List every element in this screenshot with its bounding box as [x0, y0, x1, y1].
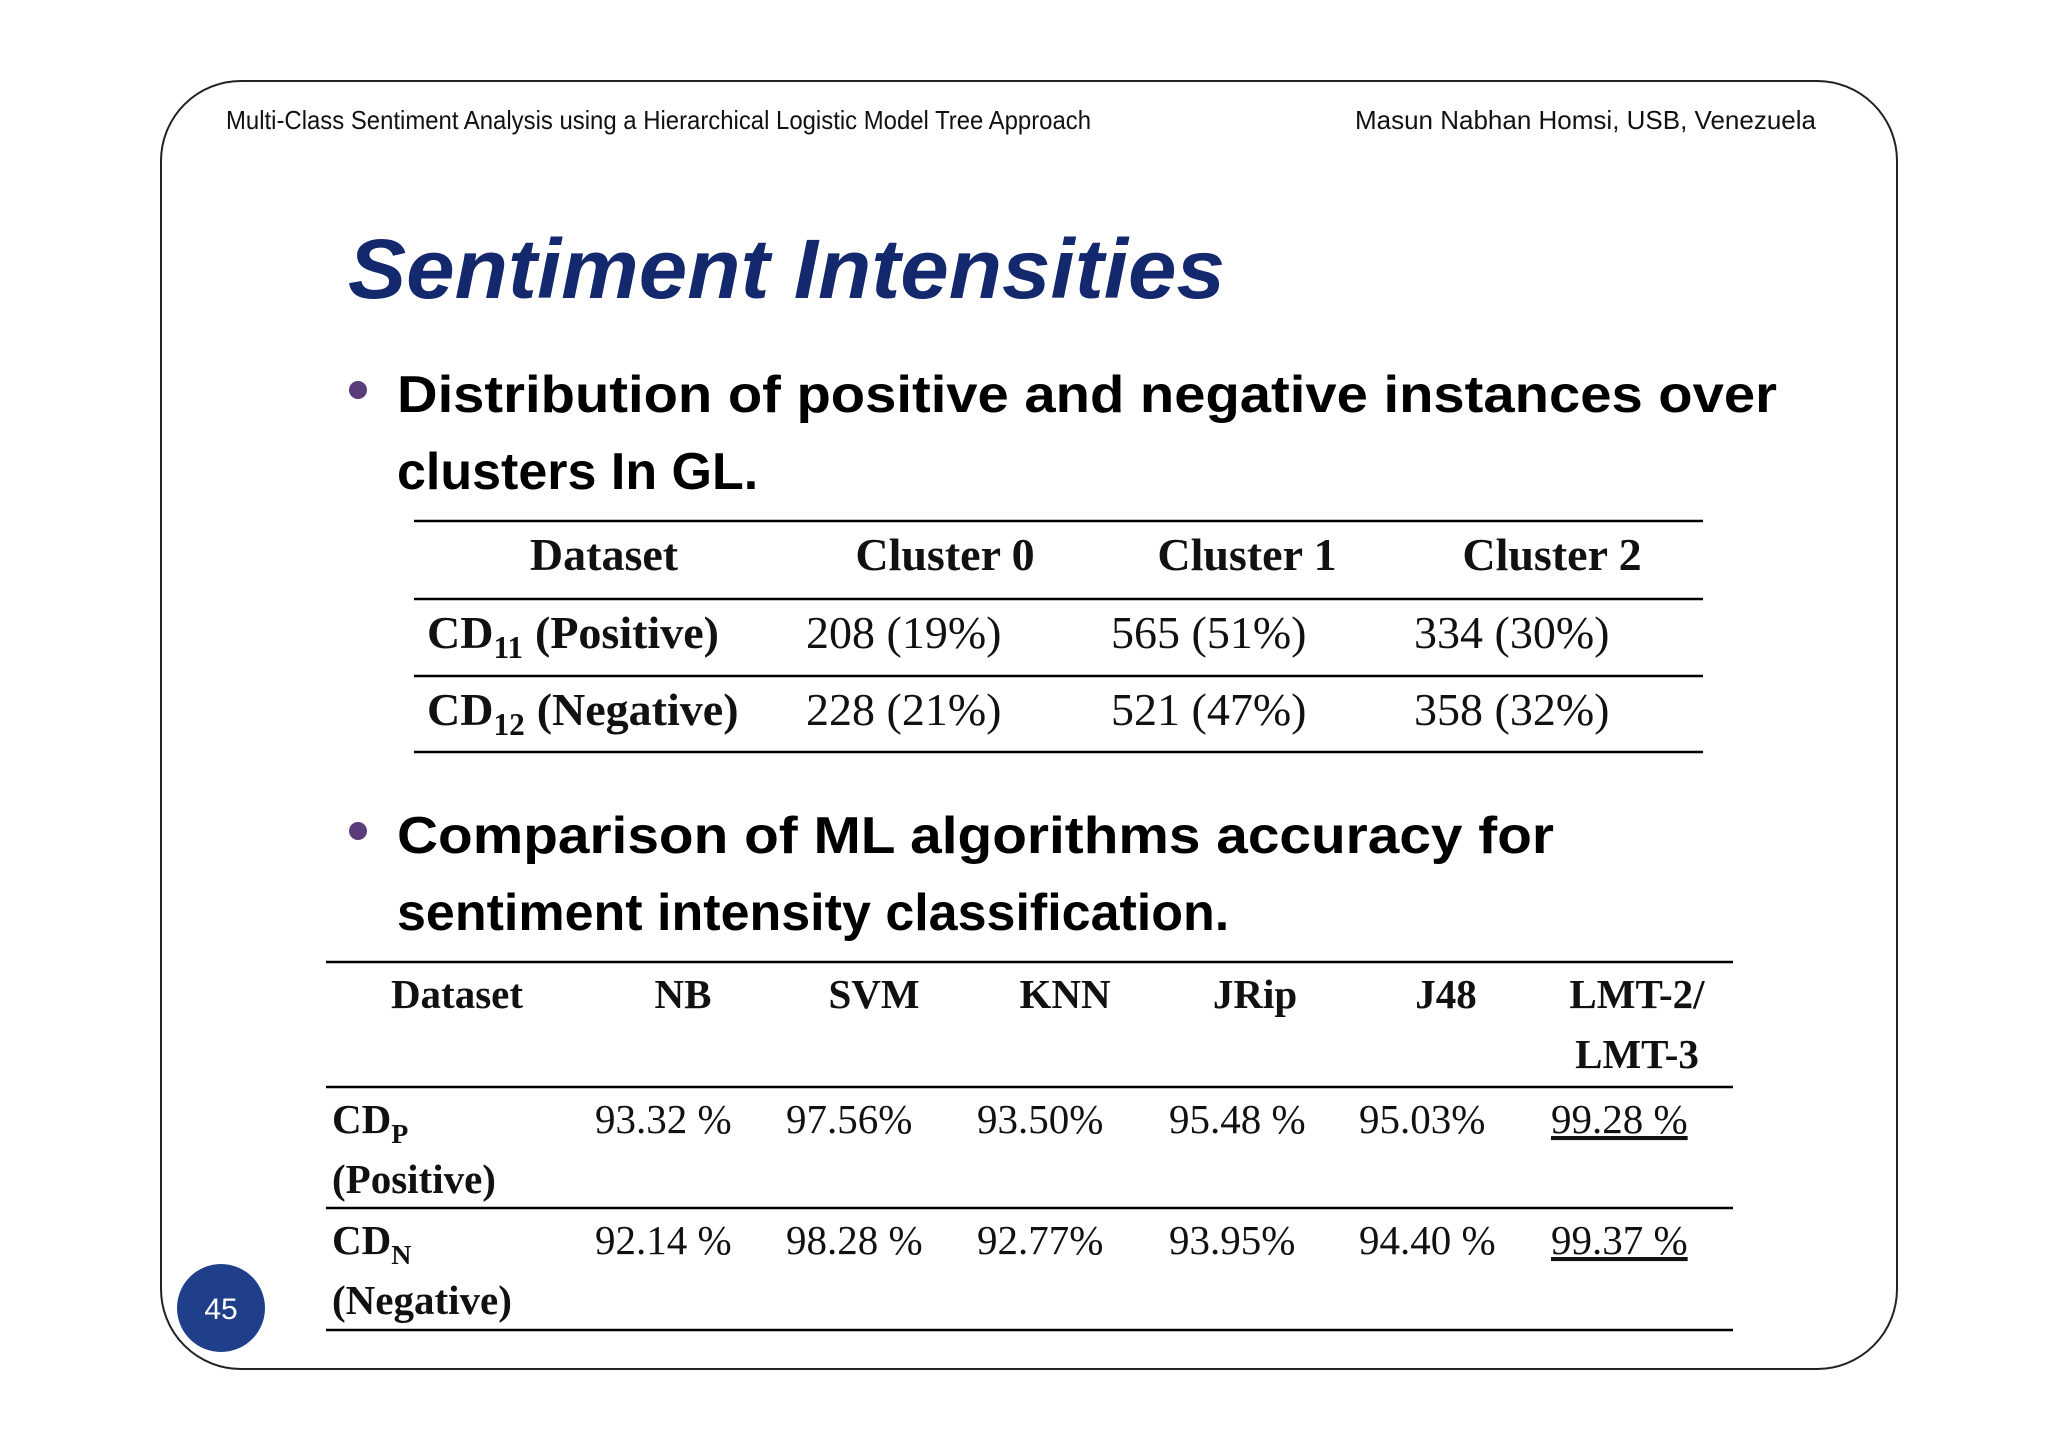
- cell: 95.03%: [1359, 1096, 1485, 1142]
- cell: 99.37 %: [1551, 1217, 1688, 1263]
- cell: 97.56%: [786, 1096, 912, 1142]
- column-header: NB: [655, 971, 712, 1017]
- row-label: CD11 (Positive): [427, 607, 719, 665]
- cell: 92.14 %: [595, 1217, 732, 1263]
- cell: 208 (19%): [806, 607, 1001, 658]
- row-label: (Negative): [332, 1277, 512, 1323]
- cell: 228 (21%): [806, 684, 1001, 735]
- page-number: 45: [204, 1293, 237, 1326]
- page-badge: [177, 1264, 265, 1352]
- bullet-text: Distribution of positive and negative in…: [397, 366, 1777, 424]
- label-sub: N: [391, 1240, 411, 1271]
- cell: 98.28 %: [786, 1217, 923, 1263]
- label-rest: (Negative): [537, 684, 739, 735]
- label-main: CD: [427, 684, 493, 735]
- column-header: Cluster 2: [1462, 529, 1641, 580]
- cell: 93.95%: [1169, 1217, 1295, 1263]
- table-rules: [326, 519, 1733, 1332]
- cell: 565 (51%): [1111, 607, 1306, 658]
- row-label: CDP: [332, 1096, 408, 1150]
- row-label: (Positive): [332, 1156, 496, 1202]
- bullet-text: Comparison of ML algorithms accuracy for: [397, 807, 1554, 865]
- slide-frame: [160, 80, 1898, 1370]
- bullet-dot: [349, 381, 367, 399]
- column-header: Dataset: [391, 971, 523, 1017]
- slide-title: Sentiment Intensities: [348, 222, 1225, 316]
- cell: 358 (32%): [1414, 684, 1609, 735]
- column-header: J48: [1415, 971, 1477, 1017]
- bullet-text: sentiment intensity classification.: [397, 884, 1229, 942]
- label-main: CD: [332, 1217, 391, 1263]
- cell: 95.48 %: [1169, 1096, 1306, 1142]
- header-right: Masun Nabhan Homsi, USB, Venezuela: [1355, 105, 1817, 135]
- row-label: CD12 (Negative): [427, 684, 739, 742]
- column-header: KNN: [1019, 971, 1111, 1017]
- bullet-text: clusters In GL.: [397, 443, 758, 501]
- bullet-dot: [349, 822, 367, 840]
- cell: 521 (47%): [1111, 684, 1306, 735]
- column-header: LMT-2/: [1569, 971, 1705, 1017]
- label-main: CD: [427, 607, 493, 658]
- column-header: Cluster 1: [1157, 529, 1336, 580]
- cell: 93.32 %: [595, 1096, 732, 1142]
- cell: 93.50%: [977, 1096, 1103, 1142]
- row-label: CDN: [332, 1217, 411, 1271]
- label-sub: 11: [493, 630, 523, 665]
- cell: 92.77%: [977, 1217, 1103, 1263]
- label-sub: 12: [493, 707, 524, 742]
- column-header: LMT-3: [1575, 1031, 1699, 1077]
- column-header: JRip: [1213, 971, 1297, 1017]
- cell: 334 (30%): [1414, 607, 1609, 658]
- label-main: CD: [332, 1096, 391, 1142]
- column-header: SVM: [828, 971, 919, 1017]
- label-rest: (Positive): [535, 607, 719, 658]
- column-header: Cluster 0: [855, 529, 1034, 580]
- cell: 99.28 %: [1551, 1096, 1688, 1142]
- label-sub: P: [391, 1119, 408, 1150]
- header-left: Multi-Class Sentiment Analysis using a H…: [226, 105, 1091, 135]
- column-header: Dataset: [530, 529, 679, 580]
- cell: 94.40 %: [1359, 1217, 1496, 1263]
